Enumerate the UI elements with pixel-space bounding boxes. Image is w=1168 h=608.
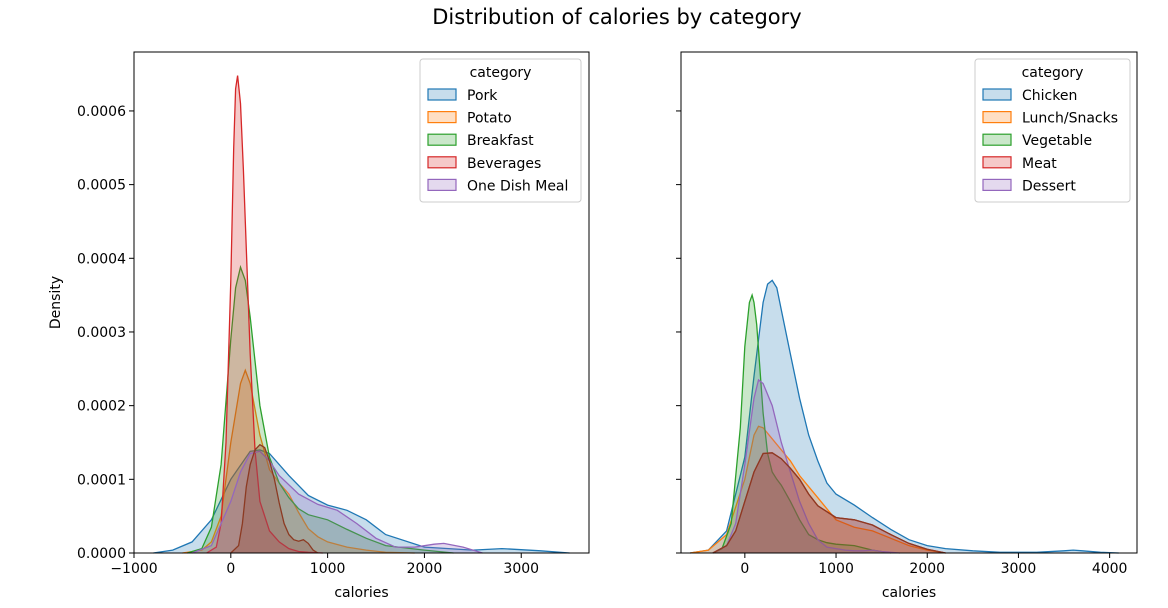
x-tick-label-0-4: 3000 <box>503 561 539 577</box>
series-line-1-1 <box>689 425 946 554</box>
series-line-0-3 <box>206 75 323 554</box>
series-area-1-3 <box>712 452 946 553</box>
legend-1: category Chicken Lunch/Snacks Vegetable Meat… <box>974 58 1131 203</box>
legend-swatch-0-4 <box>427 178 457 191</box>
series-line-0-4 <box>191 450 483 554</box>
y-tick-label-0-6: 0.0006 <box>77 104 126 120</box>
legend-label-1-3: Meat <box>1022 156 1057 172</box>
legend-swatch-1-2 <box>982 133 1012 146</box>
x-tick-label-0-3: 2000 <box>407 561 443 577</box>
series-area-1-0 <box>690 280 1119 553</box>
right-plot: 0 1000 2000 3000 4000 calories category Chicken… <box>676 51 1138 601</box>
x-tick-label-1-1: 1000 <box>818 561 854 577</box>
y-tick-label-0-5: 0.0005 <box>77 178 126 194</box>
legend-label-1-2: Vegetable <box>1022 133 1092 149</box>
series-line-0-5 <box>230 443 319 554</box>
legend-label-1-4: Dessert <box>1022 178 1076 194</box>
series-area-1-5 <box>712 452 946 553</box>
legend-swatch-0-3 <box>427 156 457 169</box>
series-area-1-1 <box>690 426 946 553</box>
legend-swatch-1-4 <box>982 178 1012 191</box>
axes-frame-0 <box>133 51 590 554</box>
y-tick-label-0-0: 0.0000 <box>77 546 126 562</box>
series-line-0-2 <box>187 264 454 554</box>
x-tick-label-0-0: −1000 <box>110 561 157 577</box>
legend-0: category Pork Potato Breakfast Beverages One … <box>419 58 582 203</box>
legend-swatch-1-3 <box>982 156 1012 169</box>
legend-box-1 <box>974 58 1131 203</box>
x-tick-label-1-3: 3000 <box>1001 561 1037 577</box>
series-area-0-3 <box>206 75 323 553</box>
series-area-0-5 <box>230 444 318 553</box>
x-tick-label-0-1: 0 <box>226 561 235 577</box>
axes-frame-1 <box>680 51 1138 554</box>
x-tick-label-0-2: 1000 <box>310 561 346 577</box>
legend-label-0-1: Potato <box>467 111 512 127</box>
legend-title-0: category <box>470 65 532 81</box>
x-tick-label-1-0: 0 <box>740 561 749 577</box>
legend-title-1: category <box>1022 65 1084 81</box>
y-tick-label-0-2: 0.0002 <box>77 399 126 415</box>
y-tick-label-0-4: 0.0004 <box>77 251 126 267</box>
x-tick-label-1-4: 4000 <box>1092 561 1128 577</box>
figure-title: Distribution of calories by category <box>432 5 801 29</box>
legend-swatch-0-2 <box>427 133 457 146</box>
series-area-0-4 <box>192 451 483 553</box>
legend-swatch-1-1 <box>982 110 1012 124</box>
series-area-0-2 <box>187 267 454 553</box>
series-area-1-4 <box>712 379 900 553</box>
series-line-1-4 <box>712 378 900 554</box>
left-plot: −1000 0 1000 2000 3000 0.0000 0.0001 0.0002 0.00… <box>48 51 590 601</box>
legend-label-0-0: Pork <box>467 88 498 104</box>
y-axis-label-0: Density <box>48 276 64 329</box>
x-axis-label-1: calories <box>882 585 936 601</box>
series-area-1-2 <box>712 295 891 553</box>
legend-label-0-2: Breakfast <box>467 133 534 149</box>
legend-box-0 <box>419 58 582 203</box>
legend-label-0-3: Beverages <box>467 156 541 172</box>
series-line-1-0 <box>689 279 1119 554</box>
legend-label-1-1: Lunch/Snacks <box>1022 111 1118 127</box>
x-tick-label-1-2: 2000 <box>909 561 945 577</box>
series-area-0-1 <box>182 370 415 553</box>
x-axis-label-0: calories <box>334 585 388 601</box>
legend-swatch-1-0 <box>982 88 1012 101</box>
legend-label-1-0: Chicken <box>1022 88 1077 104</box>
y-tick-label-0-3: 0.0003 <box>77 325 126 341</box>
legend-swatch-0-0 <box>427 88 457 101</box>
series-line-1-5 <box>712 452 946 554</box>
y-tick-label-0-1: 0.0001 <box>77 472 126 488</box>
legend-label-0-4: One Dish Meal <box>467 178 568 194</box>
series-line-1-2 <box>712 292 891 554</box>
legend-swatch-0-1 <box>427 110 457 124</box>
